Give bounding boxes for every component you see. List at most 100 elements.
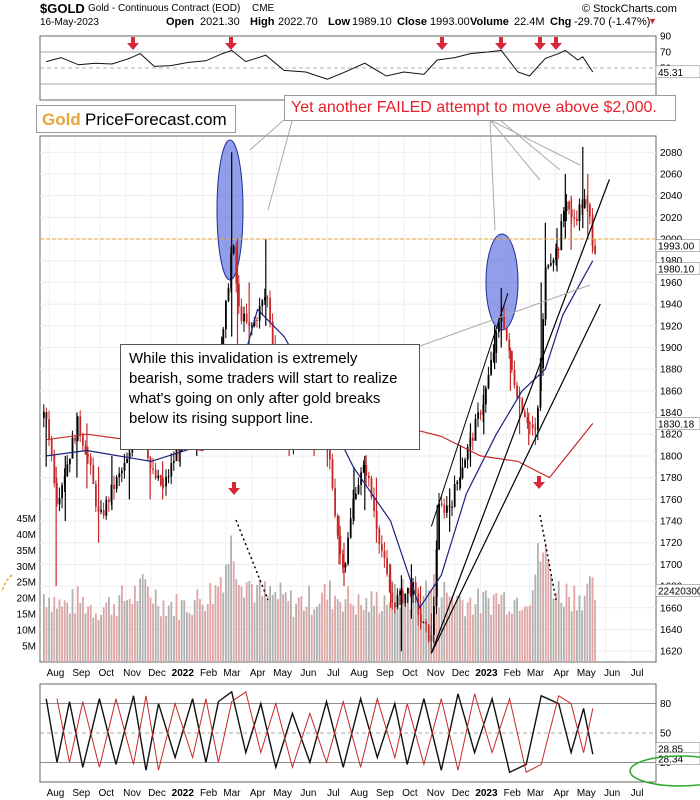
volume-bar [373,605,375,662]
price-bar-body [43,411,45,418]
price-bar-body [95,483,97,507]
volume-bar [420,607,422,662]
price-bar-body [404,593,407,604]
price-bar-body [539,368,542,408]
volume-bar [300,596,303,662]
rsi-top-arrow [534,43,546,50]
x-axis-label: May [577,668,596,679]
rsi-line [46,49,594,80]
price-bar-body [173,461,175,463]
price-bar-body [435,549,438,607]
volume-bar [48,597,50,662]
price-bar-body [456,481,459,485]
volume-bar [557,581,560,662]
volume-bar [490,614,492,662]
callout-connector [489,119,541,181]
orange-arc-mark [1,574,13,593]
price-bar-body [409,587,412,595]
low-value: 1989.10 [352,16,392,28]
price-bar-body [240,306,243,322]
price-bar-body [175,449,178,462]
volume-bar [409,609,412,662]
change-value: -29.70 (-1.47%) [574,16,651,28]
price-bar-body [555,249,557,260]
price-bar-body [74,437,76,441]
volume-bar [378,613,381,662]
x-axis-label-bottom: Dec [452,788,470,799]
stoch-signal-badge: 28.85 [658,745,683,756]
volume-bar [253,602,256,662]
rsi-last-badge-box [655,65,700,79]
price-bar-body [378,528,381,545]
x-axis-label-bottom: Nov [427,788,445,799]
price-bar-body [69,458,71,465]
price-bar-body [386,558,388,575]
x-axis-label-bottom: Oct [402,788,418,799]
volume-bar [217,586,219,662]
x-axis-label-bottom: Nov [123,788,141,799]
price-bar-body [396,595,399,608]
price-bar-body [407,587,409,594]
volume-bar [396,602,399,662]
price-bar-body [560,221,563,251]
volume-bar [482,591,485,662]
rsi-top-arrow [495,43,507,50]
price-bar-body [524,412,526,417]
price-bar-body [355,493,357,499]
last-close-badge: 1993.00 [658,242,695,253]
volume-bar [407,594,409,662]
rsi-top-arrow [550,43,562,50]
volume-bar [391,580,394,662]
price-bar-body [170,462,173,477]
volume-bar [84,613,87,662]
volume-bar [157,605,160,662]
volume-bar [329,580,331,662]
x-axis-label-bottom: Mar [223,788,241,799]
x-axis-label-bottom: Jul [327,788,340,799]
price-tick-label: 1700 [660,560,683,571]
price-bar-body [71,437,74,459]
price-bar-body [438,503,440,550]
price-bar-body [511,351,513,370]
volume-bar [446,592,448,662]
volume-bar [555,593,557,662]
x-axis-label-bottom: Sep [72,788,90,799]
price-bar-body [492,352,495,360]
volume-bar [74,613,76,662]
volume-bar [248,580,251,662]
price-tick-label: 1920 [660,321,683,332]
volume-bar [487,598,490,662]
price-bar-body [89,456,92,466]
volume-bar [167,605,170,662]
price-tick-label: 1740 [660,517,683,528]
price-bar-body [547,265,550,268]
price-tick-label: 1760 [660,495,683,506]
volume-bar [464,616,466,662]
price-bar-body [100,509,102,512]
volume-bar [154,589,157,662]
volume-bar [529,605,531,662]
volume-bar [66,602,69,662]
price-bar-body [269,298,271,322]
volume-bar [349,603,352,662]
volume-bar [71,589,74,662]
invalidation-note: While this invalidation is extremely bea… [120,344,420,450]
volume-bar [209,583,212,662]
price-bar-body [490,359,492,375]
green-highlight-ellipse [629,755,700,787]
price-bar-body [227,287,230,301]
volume-bar [89,604,92,662]
volume-bar [505,614,508,662]
volume-bar [357,594,360,662]
price-bar-body [271,321,274,345]
price-bar-body [427,624,430,641]
price-bar-body [160,475,162,486]
price-bar-body [222,329,225,355]
volume-bar [344,599,347,662]
ma200-badge: 1830.18 [658,419,695,430]
volume-bar [45,607,48,662]
x-axis-label: Aug [350,668,368,679]
volume-bar [542,552,544,662]
x-axis-label-bottom: Apr [250,788,266,799]
annotation-shapes [127,37,610,654]
